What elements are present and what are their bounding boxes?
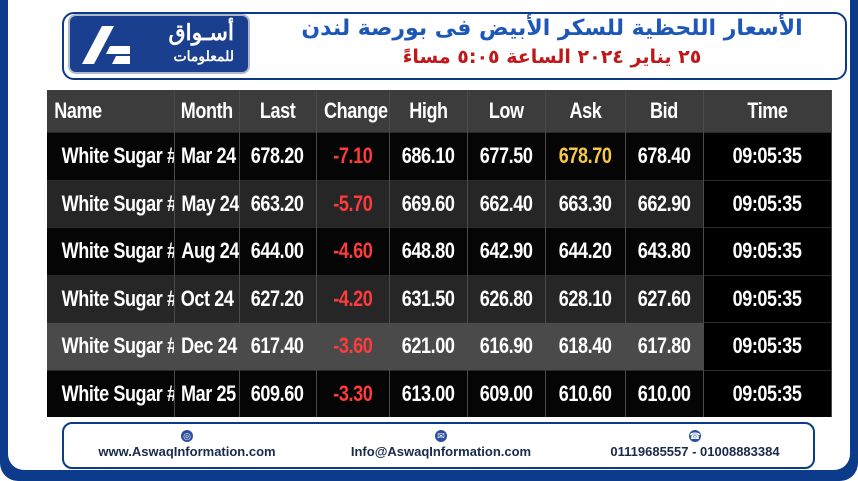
cell-ask: 644.20: [545, 227, 626, 275]
cell-time: 09:05:35: [703, 132, 832, 180]
page-title: الأسعار اللحظية للسكر الأبيض فى بورصة لن…: [301, 16, 803, 41]
cell-time: 09:05:35: [703, 369, 832, 417]
cell-ask: 610.60: [545, 369, 626, 417]
cell-high: 648.80: [389, 227, 468, 275]
cell-name: White Sugar #5: [47, 369, 175, 417]
cell-low: 616.90: [467, 322, 546, 370]
cell-low: 609.00: [467, 369, 546, 417]
cell-high: 631.50: [389, 274, 468, 323]
cell-month: Dec 24: [174, 322, 240, 370]
cell-last: 617.40: [239, 322, 317, 370]
cell-bid: 643.80: [625, 227, 704, 275]
cell-last: 663.20: [239, 179, 317, 228]
footer-website[interactable]: ◎ www.AswaqInformation.com: [72, 430, 302, 459]
cell-name: White Sugar #5: [47, 132, 175, 180]
cell-month: Oct 24: [174, 274, 240, 323]
logo-arabic-subtitle: للمعلومات: [173, 48, 234, 64]
cell-ask: 678.70: [545, 132, 626, 180]
email-link[interactable]: Info@AswaqInformation.com: [350, 444, 532, 459]
column-header: Bid: [625, 90, 704, 133]
column-header: Time: [703, 90, 832, 133]
cell-change: -4.60: [316, 227, 390, 275]
phone-numbers: 01119685557 - 01008883384: [610, 444, 780, 459]
cell-last: 627.20: [239, 274, 317, 323]
cell-bid: 617.80: [625, 322, 704, 370]
cell-change: -5.70: [316, 179, 390, 228]
cell-change: -7.10: [316, 132, 390, 180]
table-row: White Sugar #5 Oct 24 627.20 -4.20 631.5…: [47, 274, 832, 323]
table-row: White Sugar #5 May 24 663.20 -5.70 669.6…: [47, 179, 832, 228]
cell-low: 642.90: [467, 227, 546, 275]
column-header: Ask: [545, 90, 626, 133]
envelope-icon: ✉: [435, 430, 447, 442]
page-subtitle-date: ٢٥ يناير ٢٠٢٤ الساعة ٥:٠٥ مساءً: [402, 46, 702, 68]
column-header: Low: [467, 90, 546, 133]
table-row: White Sugar #5 Dec 24 617.40 -3.60 621.0…: [47, 322, 832, 370]
cell-bid: 610.00: [625, 369, 704, 417]
table-row: White Sugar #5 Mar 25 609.60 -3.30 613.0…: [47, 369, 832, 417]
cell-low: 677.50: [467, 132, 546, 180]
cell-change: -4.20: [316, 274, 390, 323]
cell-time: 09:05:35: [703, 274, 832, 323]
column-header: High: [389, 90, 468, 133]
cell-high: 669.60: [389, 179, 468, 228]
cell-high: 613.00: [389, 369, 468, 417]
cell-bid: 678.40: [625, 132, 704, 180]
cell-ask: 618.40: [545, 322, 626, 370]
cell-month: Aug 24: [174, 227, 240, 275]
cell-time: 09:05:35: [703, 227, 832, 275]
cell-time: 09:05:35: [703, 179, 832, 228]
cell-month: May 24: [174, 179, 240, 228]
cell-change: -3.60: [316, 322, 390, 370]
cell-low: 626.80: [467, 274, 546, 323]
cell-name: White Sugar #5: [47, 227, 175, 275]
cell-last: 609.60: [239, 369, 317, 417]
cell-name: White Sugar #5: [47, 179, 175, 228]
contact-footer: ◎ www.AswaqInformation.com ✉ Info@AswaqI…: [62, 422, 815, 469]
cell-month: Mar 24: [174, 132, 240, 180]
cell-high: 621.00: [389, 322, 468, 370]
price-board: Name Month Last Change High Low Ask Bid …: [47, 90, 832, 417]
cell-ask: 663.30: [545, 179, 626, 228]
column-header: Name: [47, 90, 175, 133]
website-link[interactable]: www.AswaqInformation.com: [98, 444, 276, 459]
cell-name: White Sugar #5: [47, 274, 175, 323]
footer-email[interactable]: ✉ Info@AswaqInformation.com: [326, 430, 556, 459]
cell-last: 678.20: [239, 132, 317, 180]
table-row: White Sugar #5 Aug 24 644.00 -4.60 648.8…: [47, 227, 832, 275]
table-row: White Sugar #5 Mar 24 678.20 -7.10 686.1…: [47, 132, 832, 180]
column-header: Last: [239, 90, 317, 133]
aswaq-logo: أسـواق للمعلومات: [68, 14, 250, 74]
cell-high: 686.10: [389, 132, 468, 180]
cell-time: 09:05:35: [703, 322, 832, 370]
phone-icon: ☎: [689, 430, 701, 442]
cell-last: 644.00: [239, 227, 317, 275]
cell-change: -3.30: [316, 369, 390, 417]
globe-icon: ◎: [181, 430, 193, 442]
column-header: Change: [316, 90, 390, 133]
cell-bid: 627.60: [625, 274, 704, 323]
column-header: Month: [174, 90, 240, 133]
aswaq-a-logo-icon: [82, 26, 130, 64]
cell-ask: 628.10: [545, 274, 626, 323]
logo-arabic-name: أسـواق: [168, 20, 234, 45]
cell-low: 662.40: [467, 179, 546, 228]
cell-name: White Sugar #5: [47, 322, 175, 370]
price-table: Name Month Last Change High Low Ask Bid …: [47, 90, 832, 417]
cell-bid: 662.90: [625, 179, 704, 228]
cell-month: Mar 25: [174, 369, 240, 417]
table-header-row: Name Month Last Change High Low Ask Bid …: [47, 90, 832, 133]
footer-phone: ☎ 01119685557 - 01008883384: [580, 430, 810, 459]
